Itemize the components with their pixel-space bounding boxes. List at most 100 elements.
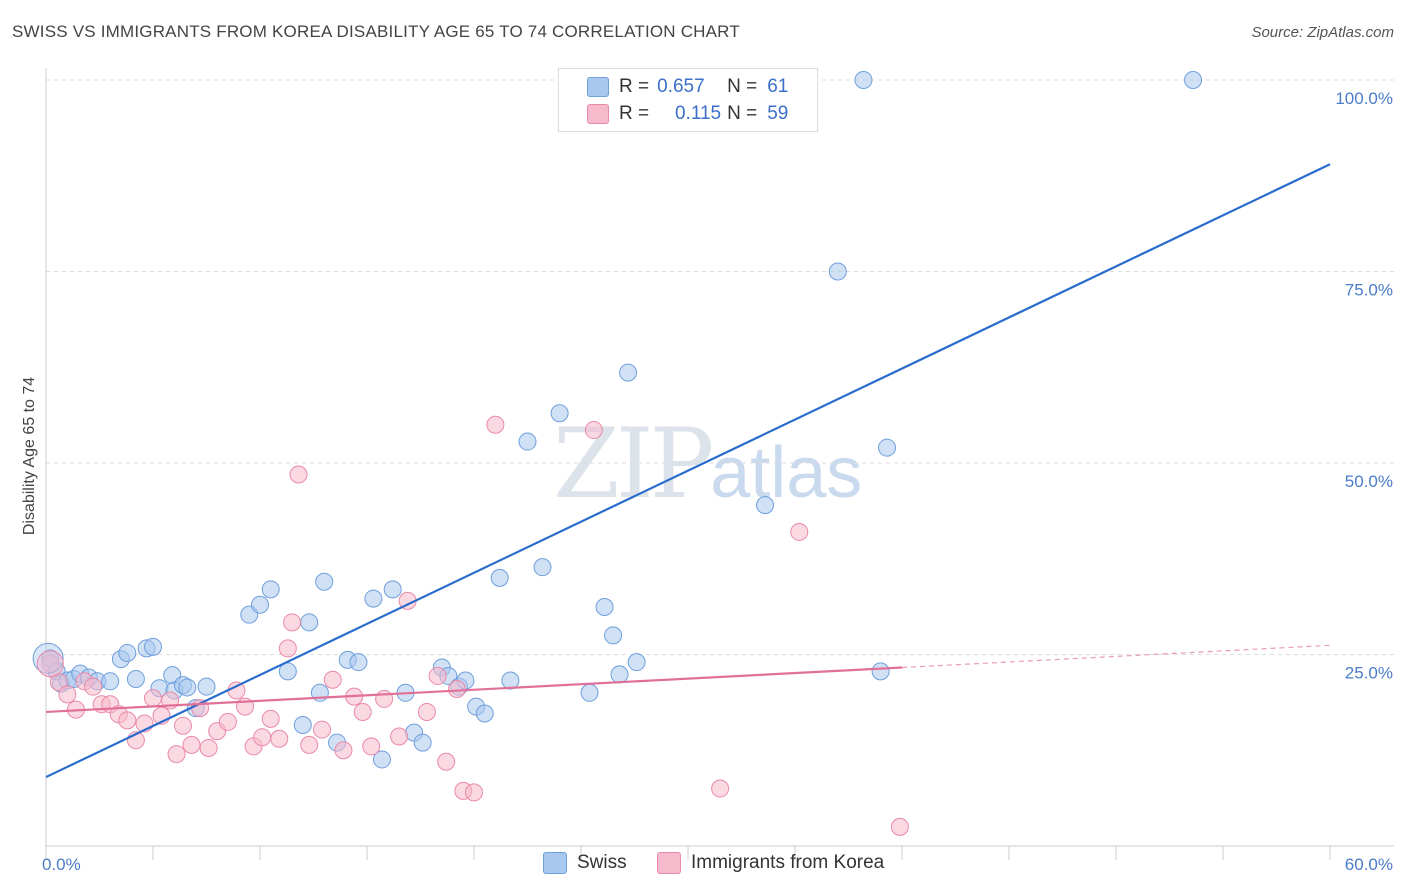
legend-row-swiss: R = 0.657 N = 61 — [587, 75, 789, 99]
legend-n-label: N = — [727, 103, 758, 124]
chart-title: SWISS VS IMMIGRANTS FROM KOREA DISABILIT… — [12, 22, 740, 41]
swiss-point — [197, 677, 216, 696]
swiss-point-large — [32, 642, 64, 674]
swiss-point — [383, 580, 402, 599]
korea-point-large — [36, 650, 64, 678]
legend-r-label: R = — [619, 103, 650, 124]
series-legend: Swiss Immigrants from Korea — [0, 852, 1406, 880]
swiss-point — [1184, 71, 1203, 89]
legend-swatch-swiss — [587, 77, 609, 97]
chart-source: Source: ZipAtlas.com — [1251, 24, 1394, 41]
korea-point — [375, 689, 394, 708]
korea-point — [584, 421, 603, 440]
korea-point — [790, 522, 809, 541]
swiss-point — [756, 496, 775, 515]
korea-point — [323, 670, 342, 689]
korea-point — [144, 689, 162, 708]
korea-point — [191, 699, 210, 718]
series-swatch-korea — [657, 852, 681, 874]
x-tick-label-max: 60.0% — [1345, 855, 1393, 874]
korea-point — [218, 712, 237, 731]
korea-point — [417, 702, 436, 721]
swiss-point — [251, 595, 269, 614]
korea-point — [167, 745, 186, 764]
korea-point — [199, 738, 218, 757]
series-swatch-swiss — [543, 852, 567, 874]
swiss-point — [349, 653, 368, 672]
korea-point — [84, 677, 103, 696]
korea-point — [173, 716, 192, 735]
legend-r-value-korea: 0.115 — [674, 103, 722, 124]
swiss-point — [300, 613, 319, 632]
stats-legend: R = 0.657 N = 61 R = 0.115 N = 59 — [558, 68, 818, 132]
swiss-point — [126, 670, 145, 689]
swiss-point — [619, 363, 638, 382]
y-tick-label: 75.0% — [1345, 281, 1393, 300]
y-axis-title: Disability Age 65 to 74 — [21, 377, 38, 535]
legend-r-label: R = — [619, 76, 650, 97]
swiss-point — [118, 643, 137, 662]
watermark-zip: ZIP — [553, 408, 714, 520]
swiss-point — [490, 568, 509, 587]
swiss-point — [144, 637, 162, 656]
series-legend-korea[interactable]: Immigrants from Korea — [657, 852, 884, 874]
korea-trend-line — [45, 666, 903, 714]
series-label-swiss: Swiss — [577, 852, 627, 873]
legend-n-value-korea: 59 — [767, 103, 789, 124]
korea-point — [182, 735, 201, 754]
korea-point — [362, 737, 381, 756]
swiss-point — [878, 438, 897, 457]
swiss-point — [518, 432, 537, 451]
korea-point — [353, 702, 372, 721]
korea-point — [278, 639, 297, 658]
korea-point — [261, 709, 280, 728]
swiss-point — [627, 653, 646, 672]
swiss-point — [178, 678, 197, 697]
watermark-atlas: atlas — [710, 433, 863, 513]
swiss-point — [101, 672, 120, 691]
korea-point — [890, 817, 909, 836]
swiss-point — [550, 404, 569, 423]
swiss-point — [293, 715, 312, 734]
swiss-point — [580, 683, 599, 702]
swiss-point — [533, 558, 552, 577]
korea-point — [437, 752, 456, 771]
swiss-trend-line — [45, 163, 1331, 779]
series-label-korea: Immigrants from Korea — [691, 852, 885, 873]
korea-point — [300, 735, 319, 754]
swiss-point — [828, 262, 847, 281]
swiss-point — [315, 572, 334, 591]
korea-point — [253, 728, 272, 747]
swiss-point — [604, 626, 623, 645]
korea-point — [289, 465, 308, 484]
korea-point — [270, 729, 289, 748]
swiss-point — [854, 71, 873, 89]
series-legend-swiss[interactable]: Swiss — [543, 852, 627, 874]
swiss-point — [595, 598, 614, 617]
legend-n-value-swiss: 61 — [767, 76, 789, 97]
korea-trend-extension — [901, 644, 1331, 669]
swiss-point — [372, 750, 391, 769]
legend-n-label: N = — [727, 76, 758, 97]
legend-r-value-swiss: 0.657 — [657, 76, 705, 97]
korea-point — [313, 720, 332, 739]
swiss-point — [501, 671, 520, 690]
korea-point — [428, 666, 447, 685]
legend-swatch-korea — [587, 104, 609, 124]
y-tick-label: 100.0% — [1335, 89, 1393, 108]
x-tick-label-min: 0.0% — [42, 855, 81, 874]
swiss-point — [475, 704, 494, 723]
korea-point — [118, 711, 137, 730]
y-tick-label: 50.0% — [1345, 472, 1393, 491]
swiss-point — [364, 589, 383, 608]
korea-point — [283, 613, 302, 632]
y-tick-label: 25.0% — [1345, 664, 1393, 683]
korea-point — [41, 654, 60, 673]
legend-row-korea: R = 0.115 N = 59 — [587, 102, 789, 126]
korea-point — [465, 783, 483, 802]
korea-point — [334, 741, 353, 760]
swiss-point — [261, 580, 280, 599]
korea-point — [447, 679, 466, 698]
korea-point — [58, 685, 77, 704]
